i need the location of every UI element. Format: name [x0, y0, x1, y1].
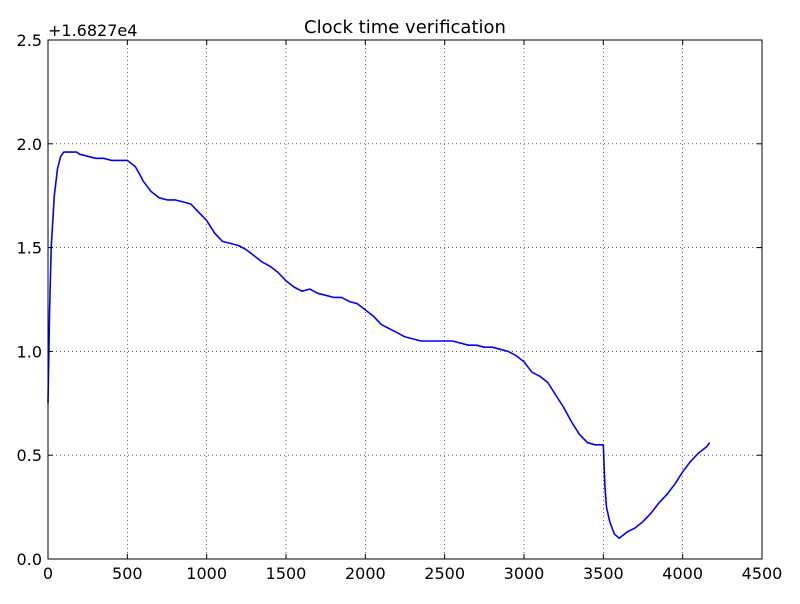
chart-title: Clock time verification: [304, 17, 506, 38]
y-tick-label: 0.0: [17, 550, 42, 569]
x-tick-label: 3500: [583, 564, 624, 583]
y-axis-offset-label: +1.6827e4: [48, 21, 137, 40]
x-tick-label: 2500: [424, 564, 465, 583]
x-tick-label: 4500: [742, 564, 783, 583]
ticks-layer: 0 500 1000 1500 2000 2500 3000 3500 4000 4500 0.0 0…: [17, 31, 783, 583]
plot-area-frame: [47, 39, 763, 560]
x-tick-label: 1000: [186, 564, 227, 583]
series-layer: [47, 151, 711, 540]
y-tick-label: 1.0: [17, 342, 42, 361]
grid-layer: [48, 40, 762, 559]
x-tick-label: 4000: [662, 564, 703, 583]
y-tick-label: 2.5: [17, 31, 42, 50]
x-tick-label: 0: [43, 564, 53, 583]
x-tick-label: 1500: [266, 564, 307, 583]
y-tick-label: 0.5: [17, 446, 42, 465]
y-tick-label: 1.5: [17, 239, 42, 258]
y-tick-label: 2.0: [17, 135, 42, 154]
x-tick-label: 3000: [504, 564, 545, 583]
series-line: [47, 151, 711, 540]
x-tick-label: 2000: [345, 564, 386, 583]
x-tick-label: 500: [112, 564, 143, 583]
